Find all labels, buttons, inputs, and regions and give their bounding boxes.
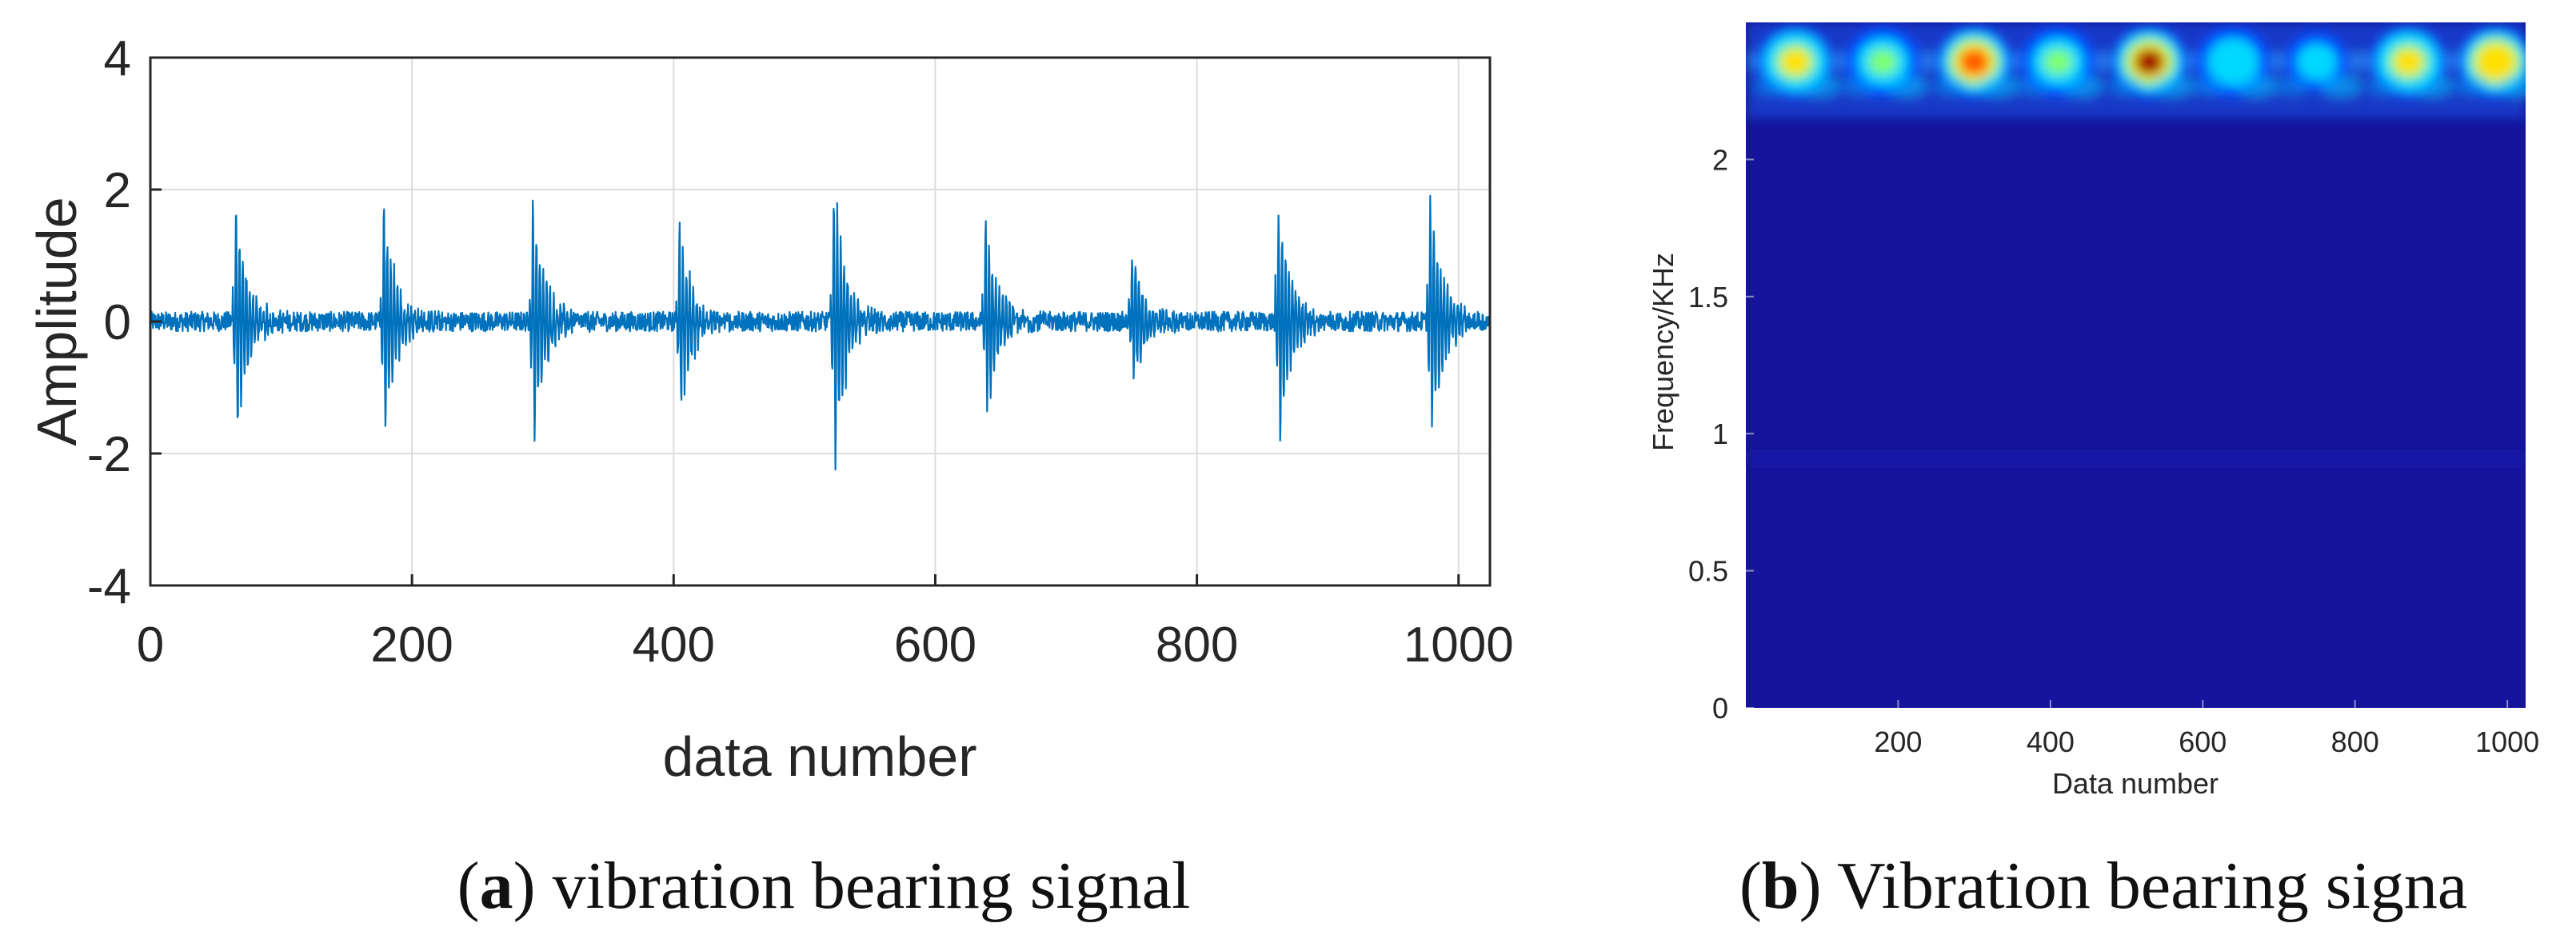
caption-a-text: vibration bearing signal (553, 849, 1191, 923)
panel-b-x-tick-label: 400 (2027, 725, 2075, 758)
panel-b-hotspot-wing (1886, 74, 1928, 98)
panel-b-hotspot (2481, 49, 2510, 75)
panel-b-low-band (1746, 453, 2526, 465)
panel-b-hotspot-wing (2366, 76, 2402, 96)
panel-a-y-tick-label: 0 (104, 295, 131, 350)
panel-b-energy-layer (1746, 22, 2526, 465)
panel-a-x-tick-label: 1000 (1404, 617, 1514, 673)
panel-b-hotspot-wing (2498, 74, 2526, 98)
panel-b-hotspot (1868, 49, 1898, 75)
panel-b-hotspot-wing (2107, 76, 2143, 96)
panel-b-hotspot (2219, 49, 2248, 75)
caption-b-text: Vibration bearing signa (1837, 849, 2467, 923)
panel-b-hotspot (2043, 49, 2073, 75)
panel-b-hotspot-wing (2275, 76, 2311, 96)
panel-b-y-tick-label: 1 (1712, 418, 1728, 450)
panel-b-hotspot (2394, 49, 2423, 75)
panel-b-heatmap (1746, 22, 2526, 465)
panel-b-y-tick-label: 0 (1712, 692, 1728, 725)
panel-b-x-tick-label: 600 (2179, 725, 2227, 758)
panel-b-hotspot-wing (2454, 76, 2490, 96)
panel-a-series (150, 194, 1490, 471)
panel-b-hotspot-wing (2016, 76, 2052, 96)
panel-b-y-tick-label: 2 (1712, 143, 1728, 176)
panel-b-hotspot (2135, 49, 2164, 75)
panel-a-x-tick-label: 200 (370, 617, 453, 673)
panel-b-hotspot-wing (1753, 76, 1789, 96)
panel-a-ticks: 0 200 400 600 800 1000 4 2 0 -2 -4 (87, 31, 1514, 673)
panel-b-x-tick-label: 800 (2331, 725, 2379, 758)
panel-b-hotspot-wing (2320, 74, 2362, 98)
panel-b-heatmap-background (1746, 22, 2526, 708)
panel-a-x-label: data number (662, 725, 976, 788)
panel-b-y-label: Frequency/KHz (1647, 253, 1679, 451)
panel-a-y-tick-label: 4 (104, 31, 131, 86)
panel-a-x-tick-label: 800 (1156, 617, 1238, 673)
panel-b-hotspot (1959, 49, 1989, 75)
panel-a: 0 200 400 600 800 1000 4 2 0 -2 -4 data number Amp… (26, 31, 1514, 788)
panel-b-hotspot-wing (1798, 74, 1840, 98)
panel-b-y-tick-label: 0.5 (1688, 555, 1728, 588)
panel-a-x-tick-label: 600 (894, 617, 976, 673)
panel-b: 200 400 600 800 1000 2 1.5 1 0.5 0 Data number Fr… (1647, 22, 2539, 800)
panel-b-hotspot-wing (2411, 74, 2454, 98)
panel-a-x-tick-label: 400 (633, 617, 715, 673)
panel-b-y-tick-label: 1.5 (1688, 281, 1728, 314)
panel-b-hotspot (1780, 49, 1810, 75)
panel-b-ticks: 200 400 600 800 1000 2 1.5 1 0.5 0 (1688, 143, 2539, 758)
panel-b-x-label: Data number (2052, 767, 2219, 800)
panel-a-y-tick-label: -4 (87, 559, 131, 614)
panel-b-hotspot (2302, 49, 2332, 75)
panel-b-hotspot-wing (1841, 76, 1877, 96)
panel-a-y-tick-label: -2 (87, 427, 131, 482)
panel-b-x-tick-label: 200 (1874, 725, 1922, 758)
panel-b-hotspot-wing (2191, 76, 2227, 96)
caption-a: (a) vibration bearing signal (457, 849, 1191, 923)
panel-b-hotspot-wing (1932, 76, 1968, 96)
panel-b-hotspot-wing (1977, 74, 2019, 98)
panel-b-x-tick-label: 1000 (2475, 725, 2539, 758)
caption-b-label: b (1762, 849, 1799, 923)
panel-b-hotspot-wing (2061, 74, 2103, 98)
panel-b-hotspot-wing (2152, 74, 2195, 98)
panel-a-y-tick-label: 2 (104, 163, 131, 218)
caption-b: (b) Vibration bearing signa (1739, 849, 2467, 923)
panel-a-x-tick-label: 0 (137, 617, 164, 673)
panel-b-hotspot-wing (2236, 74, 2278, 98)
panel-a-y-label: Amplitude (26, 197, 88, 446)
caption-a-label: a (480, 849, 513, 923)
vibration-signal-line (150, 194, 1490, 471)
